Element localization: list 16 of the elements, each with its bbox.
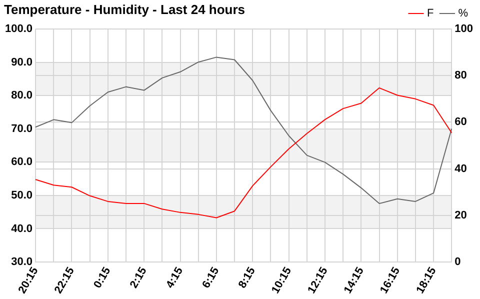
y-tick-label: 80.0 <box>11 90 33 102</box>
legend-label: F <box>427 8 434 20</box>
y-tick-label: 60.0 <box>11 156 33 168</box>
y-tick-label: 70.0 <box>11 122 33 135</box>
y-tick-label: 50.0 <box>11 189 33 202</box>
y-tick-label: 40.0 <box>11 222 33 235</box>
legend-label: % <box>458 8 468 20</box>
y2-tick-label: 40 <box>454 162 467 175</box>
y-tick-label: 90.0 <box>11 56 33 68</box>
chart-title: Temperature - Humidity - Last 24 hours <box>4 2 246 17</box>
y2-tick-label: 100 <box>454 23 474 36</box>
y2-tick-label: 20 <box>454 209 467 222</box>
y2-tick-label: 80 <box>454 70 467 82</box>
y-tick-label: 100.0 <box>4 23 33 36</box>
y2-tick-label: 60 <box>454 116 467 128</box>
y2-tick-label: 0 <box>454 256 461 268</box>
